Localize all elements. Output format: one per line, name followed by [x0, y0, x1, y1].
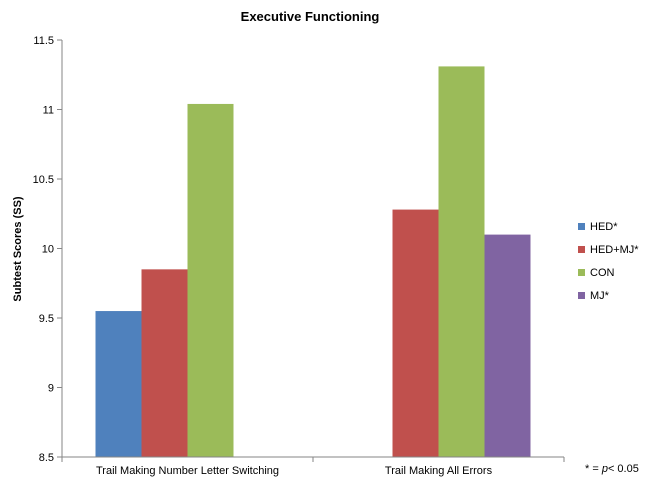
- y-tick-label: 11.5: [33, 35, 54, 47]
- note-italic: p: [601, 463, 608, 475]
- legend-swatch: [578, 269, 585, 276]
- legend-label: HED+MJ*: [590, 244, 639, 256]
- legend-swatch: [578, 292, 585, 299]
- bar-hed-mj-2: [392, 209, 439, 457]
- legend-swatch: [578, 246, 585, 253]
- y-axis-ticks: 8.5 9 9.5 10 10.5 11 11.5: [33, 35, 54, 464]
- y-tick-label: 8.5: [39, 452, 54, 464]
- y-tick-label: 10.5: [33, 174, 54, 186]
- y-axis-label: Subtest Scores (SS): [12, 196, 24, 301]
- legend-label: CON: [590, 267, 615, 279]
- y-tick-label: 9.5: [39, 313, 54, 325]
- axes: [57, 39, 565, 462]
- note-suffix: < 0.05: [608, 463, 639, 475]
- category-label: Trail Making Number Letter Switching: [96, 465, 279, 477]
- bars: [95, 66, 531, 457]
- y-tick-label: 11: [43, 105, 54, 117]
- bar-con-1: [187, 103, 234, 457]
- bar-hed-1: [95, 311, 142, 457]
- note-prefix: * =: [585, 463, 602, 475]
- legend-label: MJ*: [590, 290, 610, 302]
- y-tick-label: 9: [48, 383, 54, 395]
- y-tick-label: 10: [42, 244, 54, 256]
- legend: HED* HED+MJ* CON MJ*: [578, 221, 639, 302]
- bar-con-2: [438, 66, 485, 457]
- chart-title: Executive Functioning: [241, 9, 380, 24]
- bar-hed-mj-1: [141, 269, 188, 457]
- category-labels: Trail Making Number Letter Switching Trai…: [96, 465, 493, 477]
- legend-label: HED*: [590, 221, 618, 233]
- category-label: Trail Making All Errors: [385, 465, 493, 477]
- bar-mj-2: [484, 234, 531, 457]
- significance-note: * = p< 0.05: [585, 463, 639, 475]
- legend-swatch: [578, 223, 585, 230]
